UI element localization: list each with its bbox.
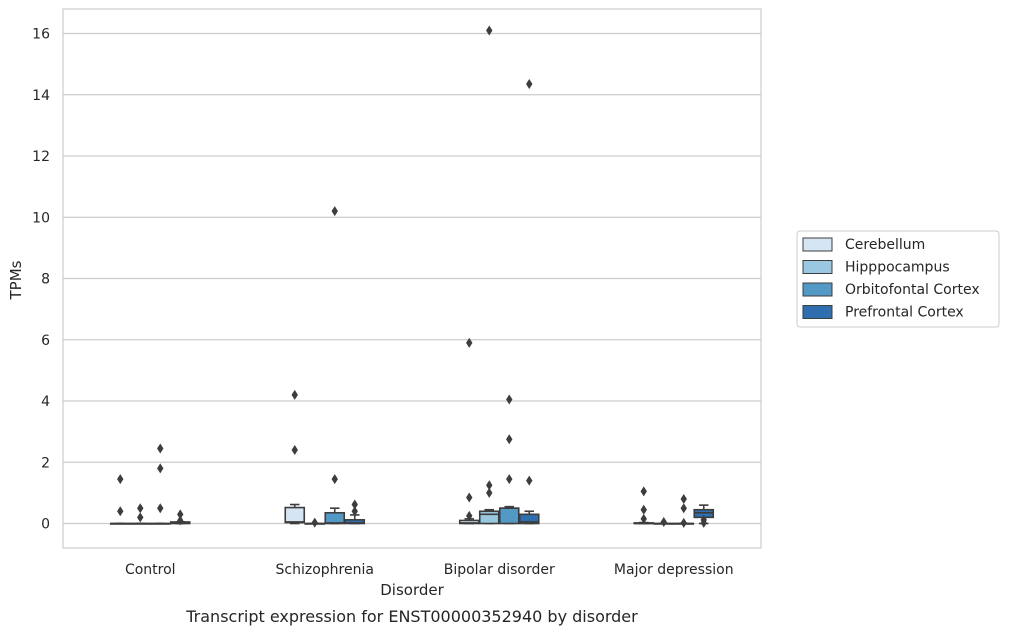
legend-swatch (802, 237, 833, 252)
outlier-point (526, 475, 533, 486)
y-tick-label: 4 (41, 394, 50, 410)
legend-label: Prefrontal Cortex (845, 305, 964, 321)
x-tick-label: Major depression (614, 562, 734, 578)
box (478, 510, 500, 525)
outlier-point (660, 516, 667, 527)
y-tick-label: 12 (32, 149, 50, 165)
y-tick-label: 8 (41, 272, 50, 288)
outlier-point (640, 504, 647, 515)
outlier-point (486, 480, 493, 491)
legend: Cerebellum Hipppocampus Orbitofontal Corte… (796, 230, 1000, 328)
outlier-point (157, 503, 164, 514)
series-cerebellum (109, 337, 655, 525)
y-tick-label: 2 (41, 455, 50, 471)
y-tick-label: 16 (32, 27, 50, 43)
outlier-point (311, 517, 318, 528)
outlier-point (640, 513, 647, 524)
x-tick-label: Control (125, 562, 176, 578)
x-tick-labels: Control Schizophrenia Bipolar disorder Majo… (125, 562, 734, 578)
box (518, 513, 540, 525)
outlier-point (291, 445, 298, 455)
outlier-point (466, 492, 473, 503)
box (324, 511, 346, 525)
legend-swatch (802, 282, 833, 297)
outlier-point (506, 474, 513, 485)
outlier-point (506, 434, 513, 445)
x-tick-label: Schizophrenia (276, 562, 374, 578)
outlier-point (680, 517, 687, 528)
outlier-point (177, 515, 184, 526)
outlier-point (506, 394, 513, 405)
grid-lines (63, 32, 761, 525)
series-hipppocampus (129, 25, 675, 528)
outlier-point (137, 503, 144, 514)
outlier-point (486, 487, 493, 498)
y-tick-label: 10 (32, 210, 50, 226)
box-plot-series (109, 25, 715, 528)
outlier-point (526, 79, 533, 90)
legend-label: Orbitofontal Cortex (845, 282, 980, 298)
outlier-point (680, 494, 687, 504)
outlier-point (486, 25, 493, 36)
box (498, 507, 520, 525)
outlier-point (157, 443, 164, 454)
outlier-point (137, 512, 144, 523)
plot-frame (62, 8, 762, 549)
outlier-point (291, 389, 298, 400)
outlier-point (640, 486, 647, 497)
legend-frame (796, 230, 1000, 328)
y-axis-title: TPMs (7, 260, 25, 300)
y-tick-label: 14 (32, 88, 50, 104)
outlier-point (466, 337, 473, 348)
outlier-point (700, 517, 707, 528)
outlier-point (680, 503, 687, 514)
chart-caption: Transcript expression for ENST0000035294… (185, 607, 638, 626)
series-prefrontal-cortex (169, 79, 715, 528)
outlier-point (117, 506, 124, 517)
outlier-point (117, 474, 124, 485)
legend-label: Cerebellum (845, 237, 925, 253)
outlier-point (351, 499, 358, 510)
outlier-point (331, 474, 338, 485)
y-tick-label: 6 (41, 333, 50, 349)
y-tick-labels: 0 2 4 6 8 10 12 14 16 (32, 27, 50, 533)
y-tick-label: 0 (41, 517, 50, 533)
box (284, 506, 306, 524)
outlier-point (157, 463, 164, 474)
x-tick-label: Bipolar disorder (444, 562, 555, 578)
x-axis-title: Disorder (380, 581, 444, 599)
series-orbitofontal-cortex (149, 206, 695, 528)
outlier-point (466, 510, 473, 521)
outlier-point (351, 506, 358, 517)
legend-swatch (802, 260, 833, 274)
legend-swatch (802, 305, 833, 319)
outlier-point (177, 509, 184, 520)
legend-label: Hipppocampus (845, 260, 950, 276)
outlier-point (331, 206, 338, 217)
